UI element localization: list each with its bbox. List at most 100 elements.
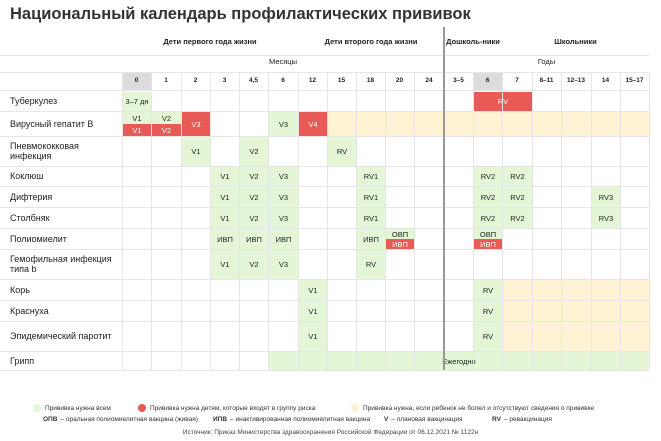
source-note: Источник: Приказ Министерства здравоохра…: [182, 429, 479, 436]
vaccine-cell: Ежегодно: [269, 352, 649, 370]
column-header: 6: [485, 77, 490, 84]
row-label: Краснуха: [10, 305, 49, 316]
vaccine-cell: RV: [328, 137, 356, 166]
catch-up-band: [503, 301, 649, 321]
grid-vline: [327, 72, 328, 370]
group-header-preschool: Дошколь-ники: [446, 36, 500, 46]
column-header: 18: [366, 77, 375, 84]
abbr-key: RV: [492, 416, 501, 423]
vaccine-cell: V3: [269, 208, 298, 228]
grid-hline: [0, 228, 649, 229]
vaccine-cell: V1: [182, 137, 210, 166]
vaccine-cell: V3: [269, 187, 298, 207]
grid-vline: [473, 72, 474, 370]
grid-hline: [0, 279, 649, 280]
vaccine-cell: V1: [123, 112, 151, 124]
column-header: 6: [281, 77, 285, 84]
legend: Прививка нужна всем Прививка нужна детям…: [0, 402, 661, 428]
column-header: 4,5: [248, 77, 259, 84]
vaccine-cell: V1: [211, 208, 239, 228]
abbr-text: – оральная полиомиелитная вакцина (живая…: [60, 416, 198, 423]
vaccine-cell: ИВП: [357, 229, 385, 249]
vaccine-cell: V1: [211, 167, 239, 186]
grid-hline: [0, 300, 649, 301]
grid-hline: [0, 111, 649, 112]
abbr-key: V: [384, 416, 389, 423]
abbr-text: – плановая вакцинация: [391, 416, 463, 423]
vaccine-cell: ИВП: [211, 229, 239, 249]
column-header: 12–13: [566, 77, 586, 84]
vaccine-cell: V3: [269, 112, 298, 136]
column-header: 20: [395, 77, 404, 84]
row-label: Столбняк: [10, 212, 50, 223]
grid-vline: [356, 72, 357, 370]
grid-vline: [561, 72, 562, 370]
vaccine-cell: RV: [474, 92, 532, 111]
grid-vline: [385, 72, 386, 370]
legend-item-risk-group: Прививка нужна детям, которые входят в г…: [138, 404, 315, 412]
vaccine-cell: V3: [269, 250, 298, 279]
vaccine-cell: V2: [240, 137, 268, 166]
vaccine-cell: ИВП: [240, 229, 268, 249]
catch-up-band: [503, 280, 649, 300]
grid-hline: [0, 321, 649, 322]
grid-vline: [268, 72, 269, 370]
vaccine-cell: 3–7 дн: [123, 92, 151, 111]
vaccine-cell: V4: [299, 112, 327, 136]
vaccine-cell: V1: [299, 322, 327, 351]
abbr-key: ОПВ: [43, 416, 58, 423]
legend-swatch-yellow-icon: [351, 404, 359, 412]
vaccine-cell: RV2: [503, 167, 532, 186]
vaccine-cell: V2: [240, 250, 268, 279]
grid-vline: [649, 72, 650, 370]
grid-hline: [0, 166, 649, 167]
legend-text: Прививка нужна детям, которые входят в г…: [150, 404, 316, 412]
vaccine-cell: RV1: [357, 187, 385, 207]
column-header: 3–5: [453, 77, 464, 84]
grid-vline: [591, 72, 592, 370]
row-label: Туберкулез: [10, 96, 58, 106]
vaccine-cell: V2: [240, 187, 268, 207]
row-label: Эпидемический паротит: [10, 331, 112, 341]
vaccine-cell: RV3: [592, 187, 620, 207]
catch-up-band: [328, 112, 649, 136]
column-header: 15: [337, 77, 346, 84]
vaccine-cell: V2: [152, 112, 181, 124]
subheader-months: Месяцы: [268, 57, 297, 66]
grid-vline: [502, 72, 503, 370]
grid-hline: [0, 370, 649, 371]
vaccine-cell: V1: [299, 280, 327, 300]
months-years-separator: [443, 27, 445, 370]
legend-text: Прививка нужна всем: [45, 404, 111, 412]
group-header-second: Дети второго года жизни: [324, 36, 418, 46]
vaccine-cell: ОВП: [386, 229, 414, 239]
grid-vline: [181, 72, 182, 370]
grid-hline: [0, 72, 649, 73]
column-header: 7: [515, 77, 519, 84]
vaccine-cell: RV: [474, 322, 502, 351]
abbr-text: – ревакцинация: [503, 416, 552, 423]
vaccine-cell: RV2: [474, 208, 502, 228]
column-header: 8–11: [539, 77, 554, 84]
grid-vline: [298, 72, 299, 370]
legend-text: Прививка нужна, если ребенок не болел и …: [363, 404, 595, 412]
legend-swatch-red-icon: [138, 404, 146, 412]
abbr-text: – инактивированная полиомиелитная вакцин…: [230, 416, 371, 423]
abbr-opv: ОПВ – оральная полиомиелитная вакцина (ж…: [43, 416, 198, 423]
vaccine-cell: RV: [474, 280, 502, 300]
abbr-v: V – плановая вакцинация: [384, 416, 463, 423]
vaccine-cell: V2: [240, 167, 268, 186]
vaccine-cell: RV: [357, 250, 385, 279]
grid-hline: [0, 351, 649, 352]
row-label: Грипп: [10, 355, 35, 366]
column-header: 0: [134, 77, 139, 84]
vaccine-cell: RV3: [592, 208, 620, 228]
column-header: 3: [222, 77, 227, 84]
vaccine-cell: RV2: [474, 187, 502, 207]
vaccine-cell: RV1: [357, 167, 385, 186]
page-title: Национальный календарь профилактических …: [10, 5, 471, 23]
grid-hline: [0, 55, 649, 56]
legend-item-all: Прививка нужна всем: [33, 404, 111, 412]
column-header: 12: [308, 77, 317, 84]
